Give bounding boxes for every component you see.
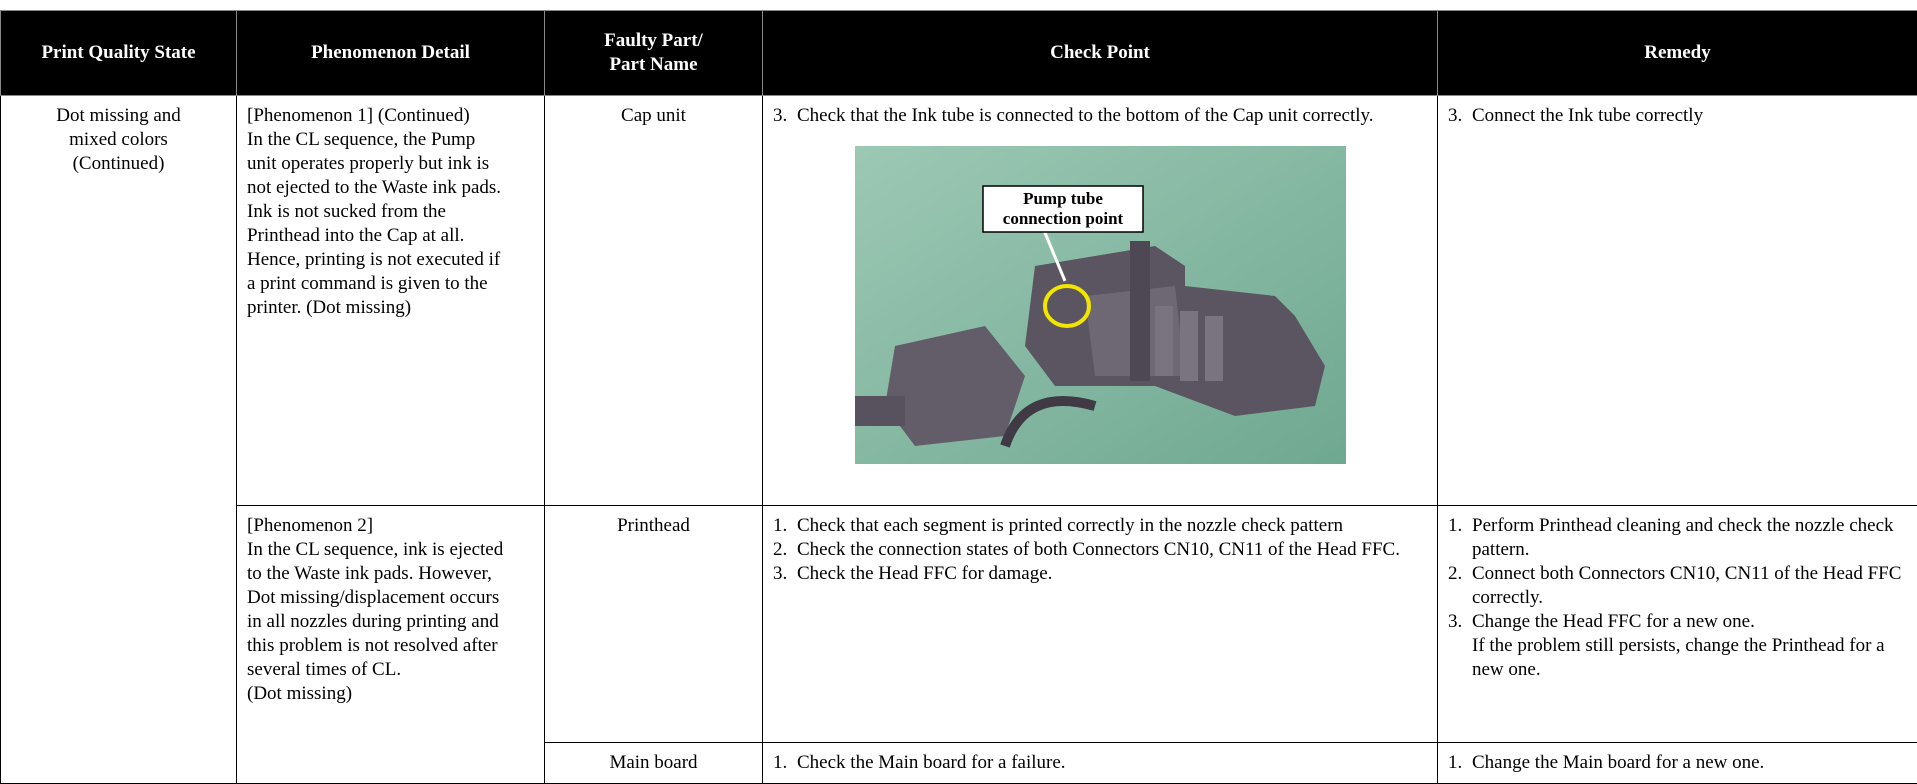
state-line: Dot missing and bbox=[56, 105, 181, 126]
header-cell: Check Point bbox=[762, 10, 1438, 96]
photo-label: connection point bbox=[1002, 209, 1123, 228]
table-row: Main board 1. Check the Main board for a f… bbox=[1, 742, 1917, 784]
check-item: 1. Check that each segment is printed cor… bbox=[773, 514, 1427, 538]
state-cell: Dot missing and mixed colors (Continued) bbox=[0, 95, 237, 784]
remedy-cell: 3. Connect the Ink tube correctly bbox=[1437, 95, 1917, 506]
detail-line: Dot missing/displacement occurs bbox=[247, 587, 500, 608]
detail-line: [Phenomenon 2] bbox=[247, 515, 374, 536]
detail-line: this problem is not resolved after bbox=[247, 635, 498, 656]
table-row: [Phenomenon 2] In the CL sequence, ink is… bbox=[1, 505, 1917, 784]
item-number: 2. bbox=[1448, 563, 1463, 584]
item-number: 1. bbox=[1448, 752, 1463, 773]
remedy-cell: 1. Perform Printhead cleaning and check t… bbox=[1437, 505, 1917, 743]
item-number: 3. bbox=[773, 563, 788, 584]
detail-line: a print command is given to the bbox=[247, 273, 488, 294]
detail-line: Hence, printing is not executed if bbox=[247, 249, 501, 270]
item-number: 1. bbox=[773, 752, 788, 773]
header-cell: Print Quality State bbox=[0, 10, 237, 96]
part-cell: Printhead bbox=[544, 505, 763, 743]
item-number: 1. bbox=[773, 515, 788, 536]
check-item: 2. Check the connection states of both Co… bbox=[773, 538, 1427, 562]
table-body: Dot missing and mixed colors (Continued) [P… bbox=[0, 95, 1917, 784]
item-text: Check that each segment is printed corre… bbox=[797, 515, 1344, 536]
remedy-cell: 1. Change the Main board for a new one. bbox=[1437, 742, 1917, 784]
item-text: If the problem still persists, change th… bbox=[1472, 635, 1885, 680]
item-number: 1. bbox=[1448, 515, 1463, 536]
check-item: 3. Check that the Ink tube is connected t… bbox=[773, 104, 1427, 128]
header-cell: Phenomenon Detail bbox=[236, 10, 545, 96]
part-cell: Main board bbox=[544, 742, 763, 784]
remedy-item: 1. Change the Main board for a new one. bbox=[1448, 751, 1907, 775]
table-row: Dot missing and mixed colors (Continued) [P… bbox=[0, 95, 1917, 784]
item-text: Check the Head FFC for damage. bbox=[797, 563, 1053, 584]
detail-line: In the CL sequence, the Pump bbox=[247, 129, 476, 150]
detail-line: printer. (Dot missing) bbox=[247, 297, 412, 318]
photo-label: Pump tube bbox=[1023, 189, 1103, 208]
detail-line: in all nozzles during printing and bbox=[247, 611, 499, 632]
item-number: 3. bbox=[1448, 611, 1463, 632]
detail-cell: [Phenomenon 1] (Continued) In the CL sequ… bbox=[236, 95, 545, 506]
detail-line: unit operates properly but ink is bbox=[247, 153, 490, 174]
part-cell: Cap unit bbox=[544, 95, 763, 506]
remedy-item: 3. Change the Head FFC for a new one. If t… bbox=[1448, 610, 1907, 682]
check-cell: 1. Check that each segment is printed cor… bbox=[762, 505, 1438, 743]
item-text: Check that the Ink tube is connected to … bbox=[797, 105, 1374, 126]
check-item: 3. Check the Head FFC for damage. bbox=[773, 562, 1427, 586]
item-text: Check the connection states of both Conn… bbox=[797, 539, 1400, 560]
detail-line: In the CL sequence, ink is ejected bbox=[247, 539, 504, 560]
remedy-item: 2. Connect both Connectors CN10, CN11 of … bbox=[1448, 562, 1907, 610]
item-number: 3. bbox=[1448, 105, 1463, 126]
trouble-table: Print Quality State Phenomenon Detail Fa… bbox=[0, 10, 1917, 784]
item-text: Change the Main board for a new one. bbox=[1472, 752, 1765, 773]
item-text: Connect the Ink tube correctly bbox=[1472, 105, 1704, 126]
item-number: 3. bbox=[773, 105, 788, 126]
item-text: Connect both Connectors CN10, CN11 of th… bbox=[1472, 563, 1902, 608]
item-text: Change the Head FFC for a new one. bbox=[1472, 611, 1755, 632]
item-number: 2. bbox=[773, 539, 788, 560]
detail-line: (Dot missing) bbox=[247, 683, 353, 704]
check-item: 1. Check the Main board for a failure. bbox=[773, 751, 1427, 775]
check-cell: 3. Check that the Ink tube is connected t… bbox=[762, 95, 1438, 506]
state-line: (Continued) bbox=[72, 153, 165, 174]
item-text: Perform Printhead cleaning and check the… bbox=[1472, 515, 1894, 560]
detail-line: Printhead into the Cap at all. bbox=[247, 225, 465, 246]
check-cell: 1. Check the Main board for a failure. bbox=[762, 742, 1438, 784]
header-row: Print Quality State Phenomenon Detail Fa… bbox=[0, 10, 1917, 96]
state-line: mixed colors bbox=[69, 129, 168, 150]
header-line: Part Name bbox=[609, 54, 698, 75]
remedy-item: 1. Perform Printhead cleaning and check t… bbox=[1448, 514, 1907, 562]
remedy-item: 3. Connect the Ink tube correctly bbox=[1448, 104, 1907, 128]
detail-line: [Phenomenon 1] (Continued) bbox=[247, 105, 470, 126]
detail-line: Ink is not sucked from the bbox=[247, 201, 446, 222]
item-text: Check the Main board for a failure. bbox=[797, 752, 1066, 773]
detail-line: to the Waste ink pads. However, bbox=[247, 563, 492, 584]
header-cell: Remedy bbox=[1437, 10, 1917, 96]
header-line: Faulty Part/ bbox=[604, 30, 703, 51]
detail-line: several times of CL. bbox=[247, 659, 402, 680]
detail-line: not ejected to the Waste ink pads. bbox=[247, 177, 502, 198]
header-cell: Faulty Part/Part Name bbox=[544, 10, 763, 96]
detail-cell: [Phenomenon 2] In the CL sequence, ink is… bbox=[236, 505, 545, 784]
